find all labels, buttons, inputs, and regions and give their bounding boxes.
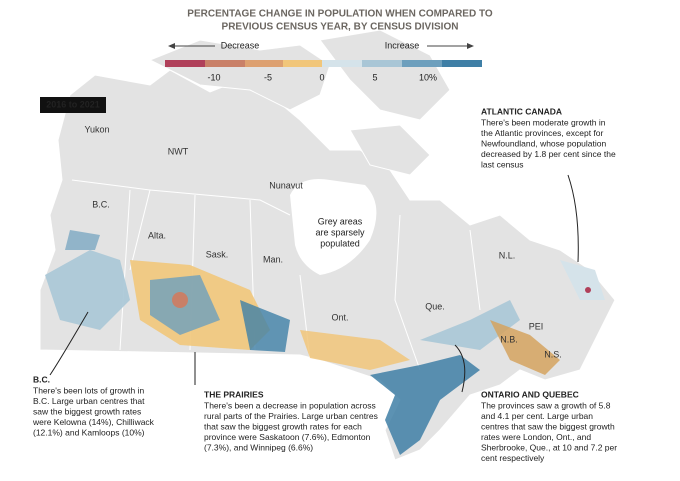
annotation-text: last census (481, 159, 524, 169)
annotation-text: were Kelowna (14%), Chilliwack (32, 417, 155, 427)
annotation-heading: B.C. (33, 374, 50, 384)
region-label: Nunavut (269, 180, 303, 190)
annotation-text: rural parts of the Prairies. Large urban… (204, 411, 378, 421)
annotation-text: centres that saw the biggest growth (481, 421, 615, 431)
legend-tick: -10 (207, 72, 220, 82)
legend-label: Increase (385, 40, 420, 50)
note: are sparsely (315, 227, 365, 237)
region-label: B.C. (92, 199, 110, 209)
leader-line (454, 344, 466, 393)
annotation-text: There's been a decrease in population ac… (204, 400, 376, 410)
region-label: Sask. (206, 249, 229, 259)
population-change-patches (45, 230, 605, 455)
annotation-text: decreased by 1.8 per cent since the (481, 149, 616, 159)
basemap (39, 29, 616, 461)
region-label: Yukon (84, 124, 109, 134)
annotation-heading: ATLANTIC CANADA (481, 106, 562, 116)
region-label: N.S. (544, 349, 562, 359)
period: 2016 to 2021 (46, 99, 100, 109)
annotation-text: that saw the biggest growth rates for ea… (204, 421, 362, 431)
annotation-text: Sherbrooke, Que., at 10 and 7.2 per (481, 442, 617, 452)
annotation-text: The provinces saw a growth of 5.8 (481, 400, 611, 410)
period-badge (40, 97, 106, 113)
legend-label: Decrease (221, 40, 260, 50)
annotation-heading: ONTARIO AND QUEBEC (481, 389, 579, 399)
leader-line (567, 174, 579, 263)
annotation-text: (12.1%) and Kamloops (10%) (33, 427, 145, 437)
region-label: PEI (529, 321, 544, 331)
legend-tick: 10% (419, 72, 437, 82)
annotation-text: the Atlantic provinces, except for (481, 128, 604, 138)
annotation-text: There's been moderate growth in (481, 117, 606, 127)
region-label: Que. (425, 301, 445, 311)
legend-tick: 5 (372, 72, 377, 82)
leader-line (49, 311, 89, 376)
region-label: N.L. (499, 250, 516, 260)
annotation-text: province were Saskatoon (7.6%), Edmonton (204, 432, 371, 442)
annotation-heading: THE PRAIRIES (204, 389, 264, 399)
annotation-text: cent respectively (481, 453, 545, 463)
annotation-text: and 4.1 per cent. Large urban (481, 411, 593, 421)
annotation-text: saw the biggest growth rates (33, 406, 141, 416)
title: PREVIOUS CENSUS YEAR, BY CENSUS DIVISION (222, 22, 459, 33)
legend (165, 43, 482, 67)
region-label: NWT (168, 146, 189, 156)
annotation-text: (7.3%), and Winnipeg (6.6%) (204, 442, 313, 452)
region-label: Ont. (331, 312, 348, 322)
annotation-text: rates were London, Ont., and (481, 432, 591, 442)
region-label: N.B. (500, 334, 518, 344)
legend-tick: 0 (319, 72, 324, 82)
region-label: Man. (263, 254, 283, 264)
title: PERCENTAGE CHANGE IN POPULATION WHEN COM… (187, 9, 493, 20)
annotation-text: Newfoundland, whose population (481, 138, 607, 148)
region-label: Alta. (148, 230, 166, 240)
legend-tick: -5 (264, 72, 272, 82)
annotation-text: There's been lots of growth in (33, 385, 145, 395)
note: populated (320, 238, 360, 248)
note: Grey areas (318, 216, 363, 226)
annotation-text: B.C. Large urban centres that (33, 396, 145, 406)
